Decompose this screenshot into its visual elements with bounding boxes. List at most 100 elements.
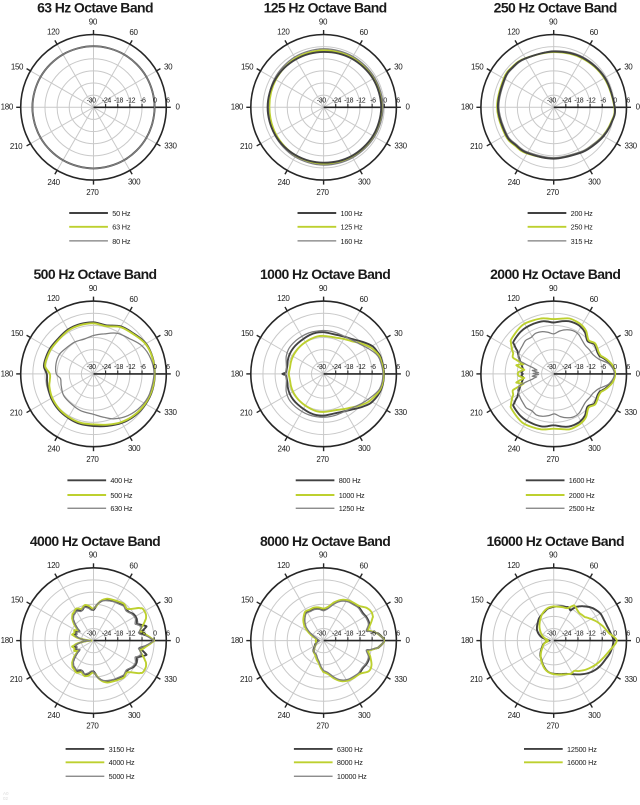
- svg-text:63 Hz: 63 Hz: [112, 223, 131, 232]
- svg-text:120: 120: [277, 28, 290, 37]
- svg-text:63 Hz Octave Band: 63 Hz Octave Band: [37, 0, 153, 16]
- svg-text:-30: -30: [317, 631, 327, 638]
- svg-text:150: 150: [471, 596, 484, 605]
- svg-text:-24: -24: [102, 364, 112, 371]
- svg-text:210: 210: [240, 142, 253, 151]
- svg-text:330: 330: [624, 142, 637, 151]
- svg-text:0: 0: [175, 103, 180, 112]
- svg-text:210: 210: [470, 675, 483, 684]
- svg-text:-24: -24: [562, 631, 572, 638]
- svg-text:-6: -6: [600, 97, 606, 104]
- svg-text:180: 180: [461, 369, 474, 378]
- svg-text:330: 330: [394, 675, 407, 684]
- svg-text:-18: -18: [114, 631, 124, 638]
- svg-text:0: 0: [383, 364, 387, 371]
- svg-text:-18: -18: [344, 97, 354, 104]
- svg-text:6: 6: [626, 364, 630, 371]
- svg-text:240: 240: [277, 444, 290, 453]
- svg-text:270: 270: [86, 455, 99, 464]
- svg-text:0: 0: [613, 364, 617, 371]
- svg-text:150: 150: [471, 329, 484, 338]
- svg-text:-6: -6: [370, 97, 376, 104]
- svg-text:6: 6: [396, 97, 400, 104]
- svg-text:-12: -12: [586, 364, 596, 371]
- svg-text:0: 0: [383, 631, 387, 638]
- svg-text:60: 60: [359, 295, 368, 304]
- svg-text:2000 Hz: 2000 Hz: [569, 491, 595, 500]
- svg-text:100 Hz: 100 Hz: [341, 209, 363, 218]
- svg-text:270: 270: [86, 188, 99, 197]
- svg-text:-18: -18: [574, 97, 584, 104]
- svg-text:300: 300: [128, 711, 141, 720]
- svg-text:90: 90: [89, 551, 98, 560]
- svg-text:A0: A0: [3, 791, 9, 796]
- svg-text:6: 6: [396, 631, 400, 638]
- svg-text:30: 30: [164, 63, 173, 72]
- svg-text:0: 0: [153, 364, 157, 371]
- svg-text:150: 150: [241, 596, 254, 605]
- svg-text:60: 60: [359, 28, 368, 37]
- svg-text:4000 Hz: 4000 Hz: [109, 758, 135, 767]
- svg-text:30: 30: [164, 596, 173, 605]
- svg-text:60: 60: [129, 562, 138, 571]
- svg-text:0: 0: [613, 631, 617, 638]
- svg-text:180: 180: [231, 636, 244, 645]
- svg-text:6: 6: [166, 364, 170, 371]
- svg-text:60: 60: [590, 295, 599, 304]
- svg-text:150: 150: [241, 329, 254, 338]
- svg-text:330: 330: [624, 675, 637, 684]
- svg-text:0: 0: [383, 97, 387, 104]
- svg-text:-18: -18: [344, 631, 354, 638]
- svg-text:300: 300: [588, 444, 601, 453]
- svg-text:3150 Hz: 3150 Hz: [109, 745, 135, 754]
- svg-text:120: 120: [277, 294, 290, 303]
- svg-text:120: 120: [277, 561, 290, 570]
- svg-text:240: 240: [47, 444, 60, 453]
- svg-text:-6: -6: [370, 364, 376, 371]
- svg-text:210: 210: [470, 409, 483, 418]
- svg-text:-18: -18: [344, 364, 354, 371]
- svg-text:0: 0: [153, 97, 157, 104]
- svg-text:270: 270: [316, 722, 329, 731]
- svg-text:30: 30: [624, 596, 633, 605]
- svg-text:270: 270: [316, 188, 329, 197]
- svg-text:12500 Hz: 12500 Hz: [567, 745, 597, 754]
- svg-text:210: 210: [10, 142, 23, 151]
- svg-text:30: 30: [624, 329, 633, 338]
- svg-text:16000 Hz: 16000 Hz: [567, 758, 597, 767]
- svg-text:150: 150: [471, 62, 484, 71]
- svg-text:-12: -12: [126, 97, 136, 104]
- svg-text:-12: -12: [126, 631, 136, 638]
- svg-text:120: 120: [47, 561, 60, 570]
- svg-text:330: 330: [164, 142, 177, 151]
- svg-text:6: 6: [626, 97, 630, 104]
- svg-text:150: 150: [11, 596, 24, 605]
- svg-text:8000 Hz: 8000 Hz: [337, 758, 363, 767]
- svg-text:150: 150: [11, 62, 24, 71]
- svg-text:300: 300: [358, 711, 371, 720]
- svg-text:-18: -18: [114, 364, 124, 371]
- svg-text:8000 Hz Octave Band: 8000 Hz Octave Band: [260, 533, 390, 549]
- svg-text:630 Hz: 630 Hz: [110, 504, 132, 513]
- svg-text:300: 300: [588, 711, 601, 720]
- svg-text:250 Hz: 250 Hz: [571, 223, 593, 232]
- svg-text:120: 120: [507, 294, 520, 303]
- svg-text:-30: -30: [547, 97, 557, 104]
- svg-text:200 Hz: 200 Hz: [571, 209, 593, 218]
- svg-text:-6: -6: [600, 364, 606, 371]
- svg-text:-30: -30: [547, 364, 557, 371]
- svg-text:210: 210: [10, 409, 23, 418]
- svg-text:60: 60: [590, 562, 599, 571]
- svg-text:240: 240: [47, 178, 60, 187]
- svg-text:60: 60: [129, 295, 138, 304]
- svg-text:-6: -6: [140, 364, 146, 371]
- svg-text:500 Hz Octave Band: 500 Hz Octave Band: [33, 266, 156, 282]
- svg-text:-30: -30: [317, 97, 327, 104]
- svg-text:300: 300: [128, 444, 141, 453]
- svg-text:-18: -18: [114, 97, 124, 104]
- svg-text:180: 180: [1, 636, 14, 645]
- svg-text:-24: -24: [562, 97, 572, 104]
- svg-text:240: 240: [277, 711, 290, 720]
- svg-text:30: 30: [394, 596, 403, 605]
- svg-text:240: 240: [508, 444, 521, 453]
